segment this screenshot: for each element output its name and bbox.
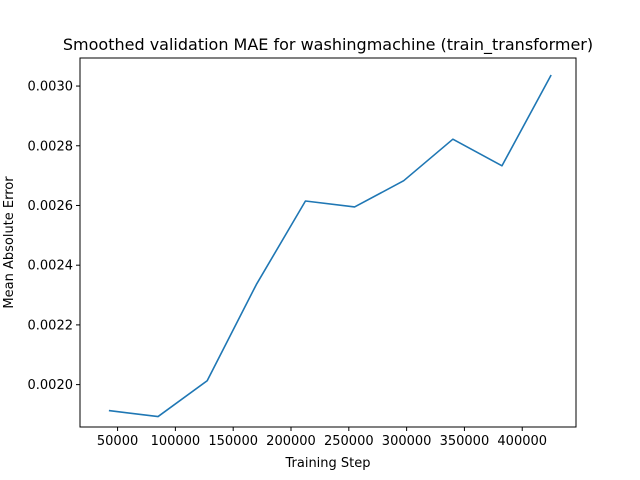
x-tick-label: 250000 (324, 434, 374, 449)
data-point (452, 138, 454, 140)
x-tick-label: 200000 (266, 434, 316, 449)
x-axis-ticks: 50000 100000 150000 200000 250000 300000 35000… (97, 427, 547, 449)
data-point (304, 200, 306, 202)
y-tick-label: 0.0026 (28, 199, 74, 214)
y-tick-label: 0.0022 (28, 318, 74, 333)
x-tick-label: 300000 (382, 434, 432, 449)
y-tick-label: 0.0020 (28, 378, 74, 393)
plot-frame (79, 57, 577, 428)
data-point (501, 165, 503, 167)
y-axis-ticks: 0.0020 0.0022 0.0024 0.0026 0.0028 0.0030 (28, 80, 80, 393)
data-point (403, 180, 405, 182)
data-point (354, 206, 356, 208)
data-point (157, 416, 159, 418)
data-point (255, 284, 257, 286)
y-axis-label: Mean Absolute Error (2, 176, 17, 309)
x-tick-label: 350000 (440, 434, 490, 449)
y-tick-label: 0.0028 (28, 139, 74, 154)
x-axis-label: Training Step (284, 456, 370, 471)
x-tick-label: 150000 (208, 434, 258, 449)
data-point (550, 74, 552, 76)
series-line (108, 74, 552, 418)
x-tick-label: 400000 (497, 434, 547, 449)
data-point (206, 380, 208, 382)
plot-area (79, 57, 577, 428)
data-point (108, 410, 110, 412)
y-tick-label: 0.0024 (28, 259, 74, 274)
chart-title: Smoothed validation MAE for washingmachi… (63, 35, 593, 55)
x-tick-label: 100000 (151, 434, 201, 449)
x-tick-label: 50000 (97, 434, 138, 449)
y-tick-label: 0.0030 (28, 80, 74, 95)
